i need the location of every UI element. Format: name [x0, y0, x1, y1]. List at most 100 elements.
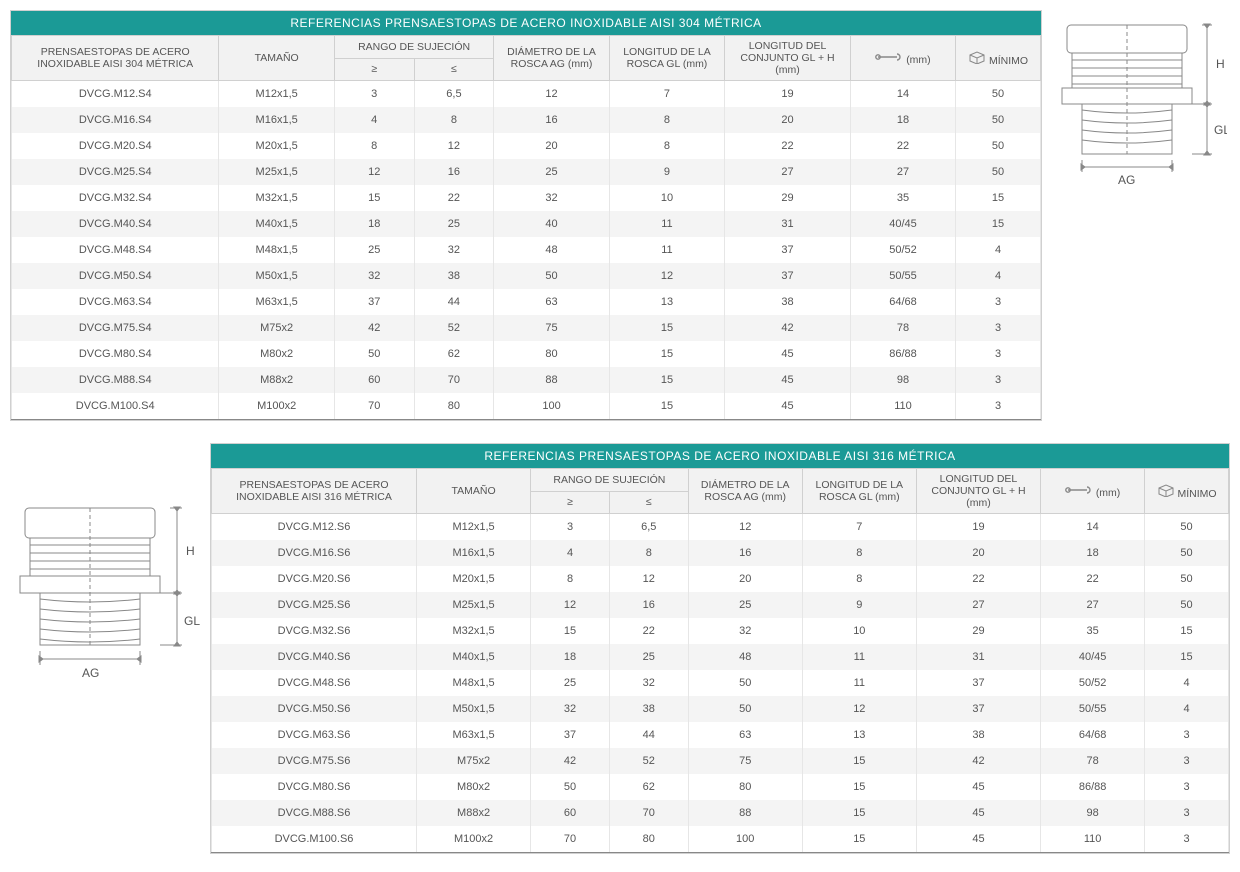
cell: 38: [414, 263, 494, 289]
table-row: DVCG.M80.S6M80x2506280154586/883: [212, 774, 1229, 800]
cell: 20: [494, 133, 609, 159]
cell: M100x2: [417, 826, 531, 853]
cell: 3: [334, 81, 414, 108]
col-range2: RANGO DE SUJECIÓN: [531, 469, 689, 492]
table-row: DVCG.M80.S4M80x2506280154586/883: [12, 341, 1041, 367]
diagram-316: H GL AG: [10, 493, 200, 686]
box-icon: [1157, 483, 1175, 497]
cell: M12x1,5: [219, 81, 334, 108]
cell: 25: [334, 237, 414, 263]
cell: 50/55: [850, 263, 955, 289]
cell: 15: [609, 393, 724, 420]
cell: 10: [802, 618, 916, 644]
cell: DVCG.M100.S4: [12, 393, 219, 420]
table-row: DVCG.M88.S4M88x26070881545983: [12, 367, 1041, 393]
cell: 37: [725, 237, 851, 263]
cell: 14: [850, 81, 955, 108]
cell: 44: [414, 289, 494, 315]
cell: M48x1,5: [417, 670, 531, 696]
cell: 15: [609, 315, 724, 341]
cell: M75x2: [417, 748, 531, 774]
cell: 32: [531, 696, 610, 722]
box-icon: [968, 50, 986, 64]
cell: 50: [688, 696, 802, 722]
cell: DVCG.M100.S6: [212, 826, 417, 853]
cell: 7: [802, 514, 916, 541]
cell: 7: [609, 81, 724, 108]
cell: 4: [334, 107, 414, 133]
wrench-icon: [1065, 484, 1093, 496]
cell: 35: [1041, 618, 1145, 644]
cell: 4: [531, 540, 610, 566]
cell: DVCG.M32.S6: [212, 618, 417, 644]
table-row: DVCG.M25.S4M25x1,51216259272750: [12, 159, 1041, 185]
cell: 8: [531, 566, 610, 592]
cell: 32: [688, 618, 802, 644]
cell: 27: [725, 159, 851, 185]
cell: 15: [802, 774, 916, 800]
cell: 15: [802, 748, 916, 774]
col-gl2: LONGITUD DE LA ROSCA GL (mm): [802, 469, 916, 514]
cell: 3: [956, 393, 1041, 420]
cell: 18: [531, 644, 610, 670]
label-gl: GL: [1214, 123, 1227, 137]
cell: 37: [916, 696, 1040, 722]
cell: 25: [531, 670, 610, 696]
cell: 50/52: [1041, 670, 1145, 696]
cell: M16x1,5: [417, 540, 531, 566]
cell: 22: [414, 185, 494, 211]
table-316-title: REFERENCIAS PRENSAESTOPAS DE ACERO INOXI…: [211, 444, 1229, 468]
cell: 110: [850, 393, 955, 420]
cell: 22: [609, 618, 688, 644]
cell: 50: [1145, 514, 1229, 541]
cell: 12: [609, 566, 688, 592]
cell: 8: [609, 107, 724, 133]
cell: DVCG.M40.S4: [12, 211, 219, 237]
cell: M75x2: [219, 315, 334, 341]
cell: 20: [916, 540, 1040, 566]
cell: DVCG.M16.S4: [12, 107, 219, 133]
cell: M48x1,5: [219, 237, 334, 263]
cell: 15: [1145, 618, 1229, 644]
cell: M88x2: [219, 367, 334, 393]
cell: DVCG.M88.S6: [212, 800, 417, 826]
cell: 62: [609, 774, 688, 800]
col-glh: LONGITUD DEL CONJUNTO GL + H (mm): [725, 36, 851, 81]
cell: 8: [334, 133, 414, 159]
table-304: REFERENCIAS PRENSAESTOPAS DE ACERO INOXI…: [10, 10, 1042, 421]
cell: 15: [609, 341, 724, 367]
table-316: REFERENCIAS PRENSAESTOPAS DE ACERO INOXI…: [210, 443, 1230, 854]
cell: 78: [1041, 748, 1145, 774]
cell: 32: [334, 263, 414, 289]
cell: 22: [916, 566, 1040, 592]
col-gte2: ≥: [531, 491, 610, 514]
cell: 25: [414, 211, 494, 237]
table-row: DVCG.M32.S6M32x1,515223210293515: [212, 618, 1229, 644]
table-row: DVCG.M12.S6M12x1,536,5127191450: [212, 514, 1229, 541]
cell: 6,5: [414, 81, 494, 108]
cell: M63x1,5: [417, 722, 531, 748]
cell: M80x2: [417, 774, 531, 800]
cell: 15: [956, 185, 1041, 211]
cell: 22: [725, 133, 851, 159]
table-row: DVCG.M40.S6M40x1,5182548113140/4515: [212, 644, 1229, 670]
cell: 3: [1145, 722, 1229, 748]
cell: 75: [494, 315, 609, 341]
cell: 8: [609, 133, 724, 159]
cell: 88: [494, 367, 609, 393]
table-row: DVCG.M16.S4M16x1,548168201850: [12, 107, 1041, 133]
cell: 25: [609, 644, 688, 670]
cell: 100: [494, 393, 609, 420]
cell: 45: [916, 826, 1040, 853]
cell: 8: [802, 566, 916, 592]
table-row: DVCG.M48.S4M48x1,5253248113750/524: [12, 237, 1041, 263]
cell: 40: [494, 211, 609, 237]
cell: 16: [688, 540, 802, 566]
cell: M80x2: [219, 341, 334, 367]
cell: 3: [956, 341, 1041, 367]
cell: 12: [414, 133, 494, 159]
cell: 78: [850, 315, 955, 341]
cell: 4: [1145, 696, 1229, 722]
cell: 16: [494, 107, 609, 133]
cell: DVCG.M75.S4: [12, 315, 219, 341]
